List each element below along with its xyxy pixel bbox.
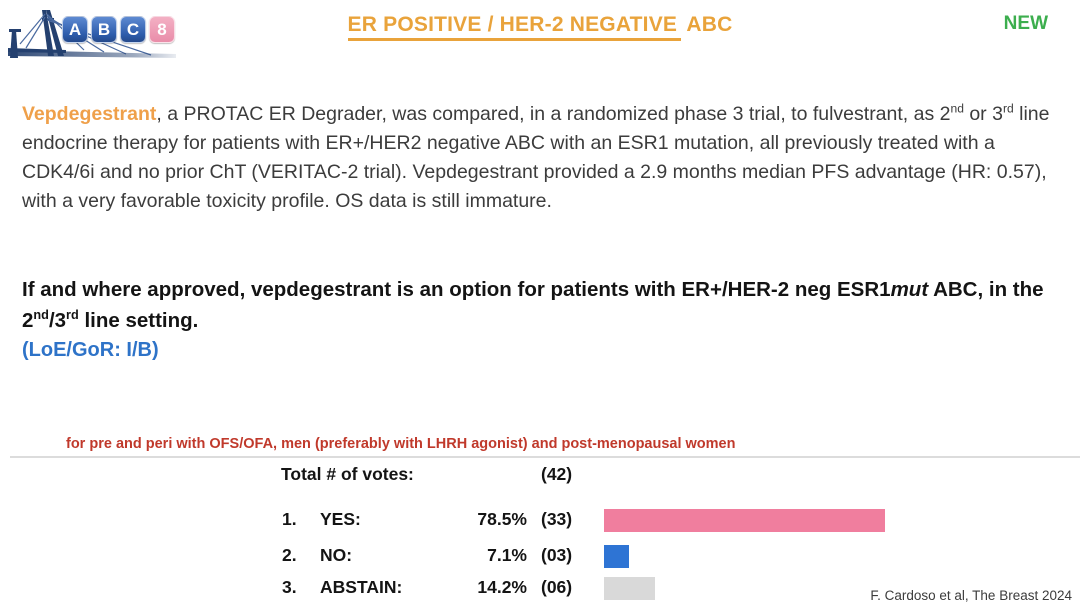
recommendation-text: line setting. [78, 309, 199, 332]
total-votes-label: Total # of votes: [281, 464, 414, 484]
vote-label: NO: [320, 545, 353, 565]
drug-name: Vepdegestrant [22, 103, 157, 125]
superscript-nd: nd [33, 307, 49, 323]
mutation-italic: mut [890, 278, 929, 301]
superscript-rd: rd [1002, 101, 1014, 116]
summary-text: or 3 [963, 103, 1003, 125]
logo-tile-a: A [62, 16, 88, 43]
logo-tile-b: B [91, 16, 117, 43]
vote-rank: 2. [282, 545, 297, 565]
recommendation-statement: If and where approved, vepdegestrant is … [22, 274, 1066, 336]
vote-percent: 14.2% [477, 577, 527, 597]
logo-tile-c: C [120, 16, 146, 43]
recommendation-text: If and where approved, vepdegestrant is … [22, 278, 891, 301]
vote-bar-yes [604, 509, 885, 532]
vote-rank: 3. [282, 577, 297, 597]
vote-row-no: 2. NO: 7.1% (03) [0, 545, 1080, 570]
vote-label: YES: [320, 509, 361, 529]
vote-percent: 78.5% [477, 509, 527, 529]
vote-bar-no [604, 545, 629, 568]
recommendation-text: ABC, in the 2 [22, 278, 1044, 332]
total-votes-value: (42) [541, 464, 573, 484]
vote-count: (33) [541, 509, 573, 529]
page-title-underlined: ER POSITIVE / HER-2 NEGATIVE [347, 13, 682, 41]
loe-gor-label: (LoE/GoR: I/B) [22, 339, 159, 361]
logo-tiles: A B C 8 [62, 16, 175, 43]
new-badge: NEW [1003, 13, 1048, 34]
vote-count: (03) [541, 545, 573, 565]
abc8-logo: A B C 8 [6, 4, 191, 66]
vote-label: ABSTAIN: [320, 577, 403, 597]
superscript-rd: rd [66, 307, 79, 323]
vote-count: (06) [541, 577, 573, 597]
page-title-suffix: ABC [681, 13, 733, 36]
vote-row-yes: 1. YES: 78.5% (33) [0, 509, 1080, 534]
vote-bar-abstain [604, 577, 655, 600]
bridge-icon [8, 10, 176, 58]
divider-line [10, 456, 1080, 458]
page-title: ER POSITIVE / HER-2 NEGATIVE ABC [0, 13, 1080, 41]
summary-text: line endocrine therapy for patients with… [22, 103, 1050, 212]
vote-rank: 1. [282, 509, 297, 529]
citation: F. Cardoso et al, The Breast 2024 [870, 588, 1072, 603]
subgroup-note: for pre and peri with OFS/OFA, men (pref… [66, 436, 736, 452]
summary-text: , a PROTAC ER Degrader, was compared, in… [156, 103, 951, 125]
logo-tile-8: 8 [149, 16, 175, 43]
recommendation-text: /3 [48, 309, 67, 332]
vote-percent: 7.1% [487, 545, 527, 565]
superscript-nd: nd [950, 101, 964, 116]
summary-paragraph: Vepdegestrant, a PROTAC ER Degrader, was… [22, 100, 1062, 216]
vote-row-abstain: 3. ABSTAIN: 14.2% (06) [0, 577, 1080, 602]
